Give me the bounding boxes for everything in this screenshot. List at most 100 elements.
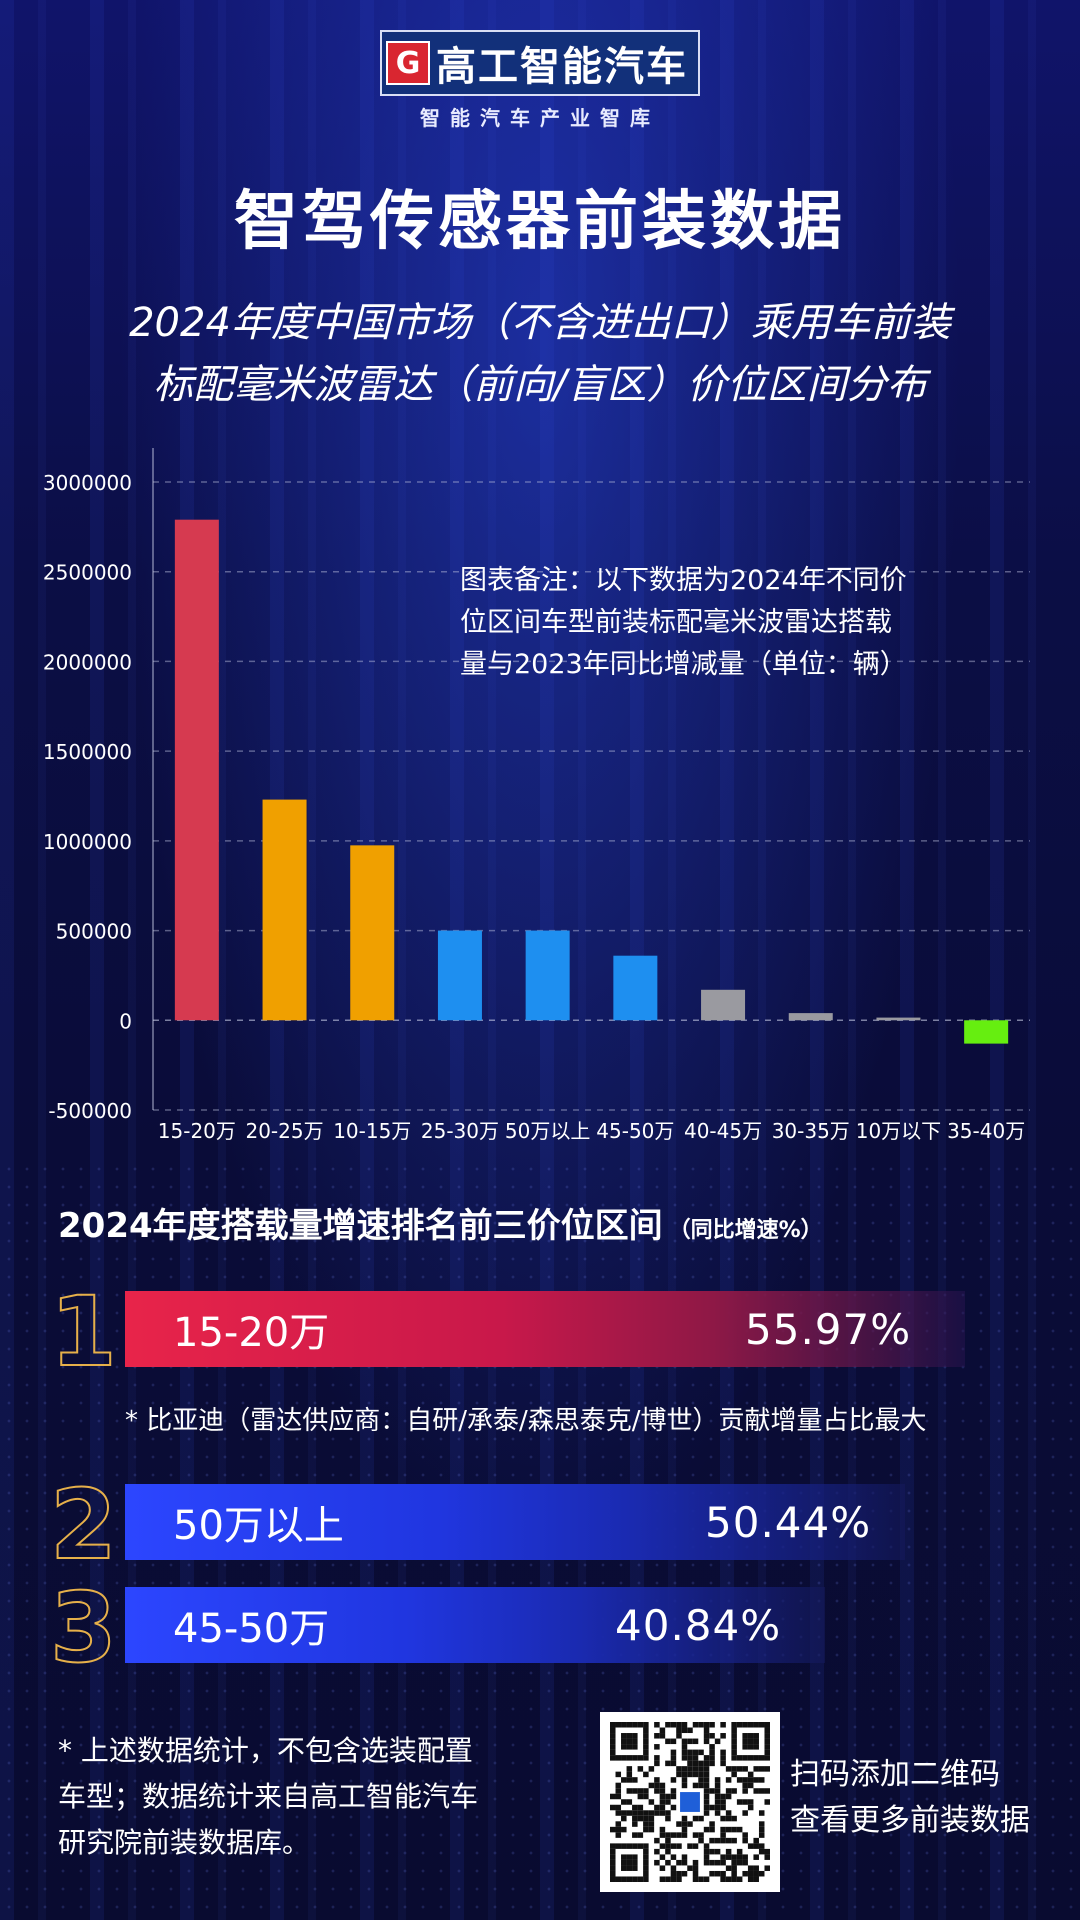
qr-module xyxy=(764,1788,770,1794)
qr-module xyxy=(725,1854,732,1860)
qr-module xyxy=(709,1821,715,1827)
qr-module xyxy=(703,1843,710,1849)
qr-module xyxy=(720,1815,726,1822)
qr-module xyxy=(720,1760,726,1767)
qr-module xyxy=(632,1788,638,1794)
qr-module xyxy=(753,1733,759,1739)
qr-module xyxy=(648,1815,655,1822)
qr-module xyxy=(665,1859,671,1866)
qr-module xyxy=(714,1837,721,1844)
qr-module xyxy=(643,1854,649,1860)
qr-module xyxy=(747,1843,754,1849)
qr-module xyxy=(742,1870,748,1877)
qr-module xyxy=(687,1727,693,1734)
qr-module xyxy=(665,1760,671,1767)
qr-module xyxy=(703,1771,710,1778)
qr-module xyxy=(643,1826,649,1833)
qr-module xyxy=(758,1788,765,1794)
qr-module xyxy=(720,1793,726,1800)
qr-module xyxy=(747,1755,754,1761)
qr-module xyxy=(758,1848,765,1855)
qr-module xyxy=(736,1755,743,1761)
qr-module xyxy=(615,1826,622,1833)
qr-module xyxy=(632,1843,638,1849)
chart-note-line: 位区间车型前装标配毫米波雷达搭载 xyxy=(460,607,892,638)
qr-module xyxy=(692,1782,699,1789)
qr-module xyxy=(626,1854,633,1860)
qr-module xyxy=(720,1749,726,1756)
qr-module xyxy=(714,1777,721,1783)
qr-module xyxy=(632,1832,638,1838)
qr-module xyxy=(720,1826,726,1833)
qr-module xyxy=(648,1766,655,1772)
qr-module xyxy=(643,1810,649,1816)
qr-module xyxy=(621,1738,627,1745)
qr-module xyxy=(747,1738,754,1745)
brand-logo: G 高工智能汽车 智能汽车产业智库 xyxy=(0,30,1080,131)
qr-module xyxy=(621,1859,627,1866)
qr-module xyxy=(654,1804,660,1811)
qr-module xyxy=(632,1859,638,1866)
y-tick-label: 0 xyxy=(119,1009,132,1033)
qr-module xyxy=(742,1799,748,1805)
qr-module xyxy=(692,1832,699,1838)
qr-module xyxy=(764,1744,770,1750)
qr-module xyxy=(703,1804,710,1811)
qr-module xyxy=(758,1821,765,1827)
ranking-title-suffix: （同比增速%） xyxy=(668,1218,823,1243)
qr-module xyxy=(632,1722,638,1728)
qr-module xyxy=(676,1821,682,1827)
qr-module xyxy=(610,1755,616,1761)
qr-module xyxy=(731,1859,737,1866)
qr-module xyxy=(703,1859,710,1866)
qr-module xyxy=(731,1744,737,1750)
qr-module xyxy=(742,1782,748,1789)
qr-module xyxy=(648,1810,655,1816)
qr-module xyxy=(764,1749,770,1756)
qr-module xyxy=(698,1876,704,1882)
qr-module xyxy=(659,1804,666,1811)
qr-module xyxy=(758,1777,765,1783)
qr-module xyxy=(703,1766,710,1772)
qr-module xyxy=(643,1876,649,1882)
qr-module xyxy=(643,1744,649,1750)
bar xyxy=(876,1017,921,1021)
qr-module xyxy=(637,1793,644,1800)
qr-module xyxy=(676,1766,682,1772)
qr-module xyxy=(681,1727,688,1734)
qr-module xyxy=(742,1738,748,1745)
x-tick-label: 15-20万 xyxy=(158,1119,236,1143)
qr-module xyxy=(747,1777,754,1783)
qr-module xyxy=(753,1876,759,1882)
x-tick-label: 40-45万 xyxy=(684,1119,762,1143)
qr-module xyxy=(742,1810,748,1816)
bar xyxy=(525,930,570,1021)
qr-module xyxy=(681,1826,688,1833)
qr-module xyxy=(681,1821,688,1827)
qr-module xyxy=(731,1749,737,1756)
qr-module xyxy=(681,1854,688,1860)
qr-code[interactable] xyxy=(600,1712,780,1892)
qr-module xyxy=(725,1837,732,1844)
qr-module xyxy=(659,1782,666,1789)
qr-module xyxy=(621,1815,627,1822)
qr-module xyxy=(654,1848,660,1855)
qr-module xyxy=(703,1733,710,1739)
qr-module xyxy=(709,1788,715,1794)
qr-module xyxy=(670,1738,677,1745)
y-tick-label: 1500000 xyxy=(43,740,132,764)
qr-module xyxy=(687,1771,693,1778)
qr-module xyxy=(621,1854,627,1860)
qr-module xyxy=(698,1771,704,1778)
qr-module xyxy=(709,1837,715,1844)
y-tick-label: 1000000 xyxy=(43,830,132,854)
qr-module xyxy=(698,1766,704,1772)
qr-module xyxy=(709,1859,715,1866)
ranking-bar-3: 45-50万 40.84% xyxy=(125,1587,825,1663)
qr-module xyxy=(648,1799,655,1805)
qr-module xyxy=(692,1870,699,1877)
y-tick-label: 2000000 xyxy=(43,650,132,674)
qr-module xyxy=(621,1722,627,1728)
qr-module xyxy=(621,1865,627,1871)
qr-module xyxy=(615,1755,622,1761)
